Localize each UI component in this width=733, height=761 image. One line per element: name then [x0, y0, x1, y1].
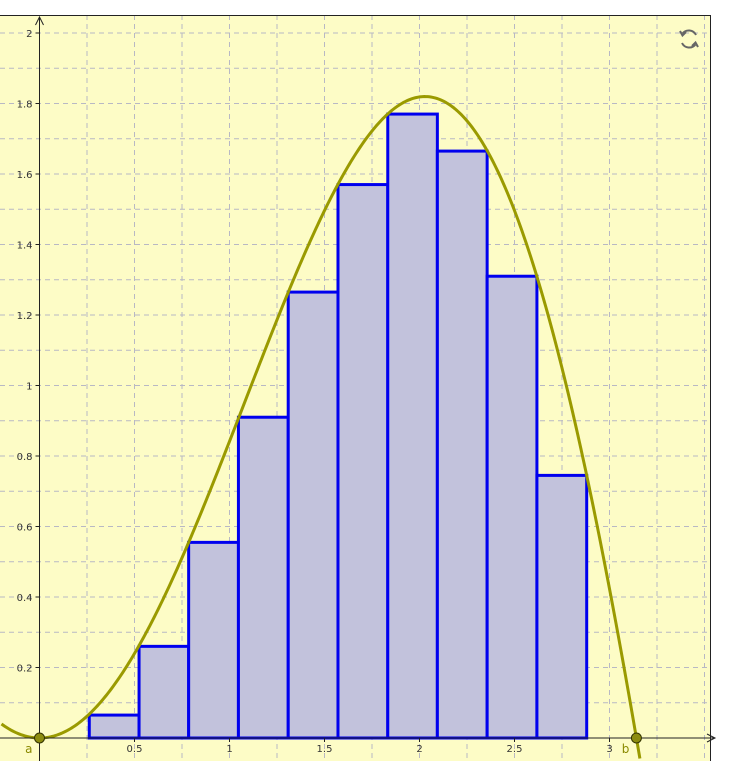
x-tick-label: 0.5	[127, 744, 143, 755]
riemann-bar-8	[435, 149, 489, 740]
y-tick-label: 1.6	[17, 170, 33, 181]
riemann-bar-3	[187, 540, 240, 740]
riemann-bars	[87, 112, 589, 740]
y-tick-label: 2	[26, 29, 32, 40]
y-axis-arrow	[35, 15, 44, 26]
tick-labels: 0.5 1 1.5 2 2.5 3 0.2 0.4 0.6 0.8 1 1.2 1.4 1.6 1.8 2	[17, 29, 613, 755]
riemann-bar-7	[386, 112, 439, 740]
riemann-bar-5	[286, 290, 340, 740]
x-tick-label: 2.5	[507, 744, 523, 755]
riemann-bar-4	[236, 415, 290, 740]
riemann-bar-6	[336, 183, 390, 740]
point-b[interactable]	[630, 732, 642, 744]
x-tick-label: 2	[416, 744, 422, 755]
riemann-bar-9	[485, 274, 539, 740]
point-label-b: b	[622, 742, 630, 756]
refresh-icon	[679, 29, 699, 49]
x-axis-arrow	[706, 733, 717, 743]
x-tick-label: 1	[226, 744, 232, 755]
x-tick-label: 3	[606, 744, 612, 755]
reset-button[interactable]	[674, 24, 704, 54]
y-tick-label: 1.2	[17, 311, 33, 322]
point-a[interactable]	[34, 732, 45, 744]
function-curve[interactable]	[0, 95, 642, 759]
y-tick-label: 1.4	[17, 241, 33, 252]
y-tick-label: 0.4	[17, 593, 33, 604]
riemann-bar-10	[535, 473, 589, 740]
point-label-a: a	[25, 742, 32, 756]
y-tick-label: 1.8	[17, 100, 33, 111]
riemann-bar-1	[87, 713, 141, 740]
x-tick-label: 1.5	[317, 744, 333, 755]
y-tick-label: 0.6	[17, 523, 33, 534]
axes	[0, 15, 717, 761]
y-tick-label: 0.8	[17, 452, 33, 463]
riemann-bar-2	[137, 644, 191, 740]
y-tick-label: 1	[26, 382, 32, 393]
y-tick-label: 0.2	[17, 664, 33, 675]
